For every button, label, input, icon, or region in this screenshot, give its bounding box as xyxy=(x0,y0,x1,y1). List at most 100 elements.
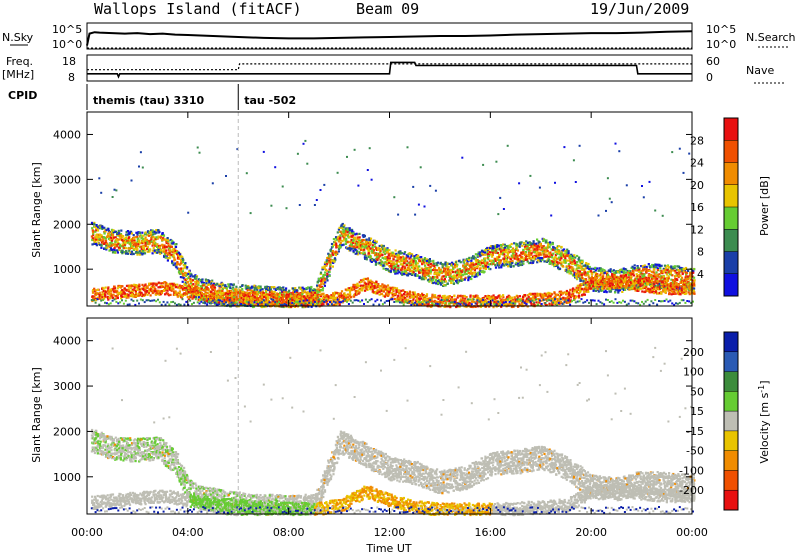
heatmap-cell xyxy=(192,283,195,286)
heatmap-cell xyxy=(472,255,475,258)
heatmap-cell xyxy=(124,236,128,239)
heatmap-cell xyxy=(190,273,193,276)
heatmap-cell xyxy=(357,289,360,292)
heatmap-cell xyxy=(195,282,198,286)
heatmap-cell xyxy=(228,294,231,297)
heatmap-cell xyxy=(421,294,425,297)
heatmap-cell xyxy=(490,259,493,262)
heatmap-cell xyxy=(461,273,464,276)
heatmap-cell xyxy=(238,303,241,306)
heatmap-cell xyxy=(463,302,466,305)
heatmap-cell xyxy=(291,301,294,304)
heatmap-cell xyxy=(470,303,473,306)
heatmap-cell xyxy=(97,239,100,242)
heatmap-cell xyxy=(266,299,269,302)
heatmap-cell xyxy=(279,291,282,294)
heatmap-cell xyxy=(397,294,400,297)
heatmap-cell xyxy=(153,241,156,244)
heatmap-cell xyxy=(138,165,140,168)
heatmap-cell xyxy=(119,286,122,289)
heatmap-cell xyxy=(99,227,102,230)
heatmap-cell xyxy=(371,284,374,288)
heatmap-cell xyxy=(137,245,140,248)
heatmap-cell xyxy=(256,288,259,291)
heatmap-cell xyxy=(285,293,288,296)
heatmap-cell xyxy=(165,289,168,292)
heatmap-cell xyxy=(145,290,149,293)
heatmap-cell xyxy=(480,303,483,306)
heatmap-cell xyxy=(465,262,468,265)
heatmap-cell xyxy=(179,276,182,279)
heatmap-cell xyxy=(100,241,104,244)
heatmap-cell xyxy=(239,294,242,297)
heatmap-cell xyxy=(194,298,197,301)
heatmap-cell xyxy=(107,233,110,236)
heatmap-cell xyxy=(437,297,440,301)
heatmap-cell xyxy=(126,293,129,296)
heatmap-cell xyxy=(274,288,278,291)
heatmap-cell xyxy=(121,249,124,252)
heatmap-cell xyxy=(427,263,430,267)
heatmap-cell xyxy=(160,237,163,240)
heatmap-cell xyxy=(210,298,213,301)
heatmap-cell xyxy=(231,291,234,294)
heatmap-cell xyxy=(229,283,232,286)
heatmap-cell xyxy=(203,293,206,296)
heatmap-cell xyxy=(98,236,102,239)
heatmap-cell xyxy=(176,261,179,264)
heatmap-cell xyxy=(484,267,487,270)
heatmap-cell xyxy=(151,229,154,232)
heatmap-cell xyxy=(184,265,187,268)
heatmap-cell xyxy=(377,257,380,260)
heatmap-cell xyxy=(92,289,95,292)
heatmap-cell xyxy=(269,287,272,291)
heatmap-cell xyxy=(452,282,455,285)
heatmap-cell xyxy=(91,237,95,240)
heatmap-cell xyxy=(369,237,373,240)
heatmap-cell xyxy=(120,234,123,237)
heatmap-cell xyxy=(133,247,136,250)
heatmap-cell xyxy=(244,294,247,297)
heatmap-cell xyxy=(111,233,114,236)
heatmap-cell xyxy=(102,287,105,290)
heatmap-cell xyxy=(226,303,229,306)
heatmap-cell xyxy=(108,235,111,238)
heatmap-cell xyxy=(151,249,154,252)
heatmap-cell xyxy=(356,250,359,253)
heatmap-cell xyxy=(107,298,110,301)
heatmap-cell xyxy=(125,231,128,234)
heatmap-cell xyxy=(104,294,107,297)
heatmap-cell xyxy=(196,146,199,149)
heatmap-cell xyxy=(474,259,477,262)
heatmap-cell xyxy=(381,260,384,264)
heatmap-cell xyxy=(118,232,121,235)
heatmap-cell xyxy=(155,231,158,234)
heatmap-cell xyxy=(135,284,138,287)
heatmap-cell xyxy=(123,291,126,294)
heatmap-cell xyxy=(151,291,154,295)
heatmap-cell xyxy=(195,296,198,299)
heatmap-cell xyxy=(114,297,117,300)
heatmap-cell xyxy=(401,268,404,271)
heatmap-cell xyxy=(133,283,136,286)
heatmap-cell xyxy=(150,286,153,289)
heatmap-cell xyxy=(211,288,214,291)
heatmap-cell xyxy=(256,290,259,293)
heatmap-cell xyxy=(114,236,117,239)
heatmap-cell xyxy=(158,230,161,234)
heatmap-cell xyxy=(213,286,216,289)
heatmap-cell xyxy=(126,303,129,306)
heatmap-cell xyxy=(228,297,231,300)
heatmap-cell xyxy=(256,294,259,298)
heatmap-cell xyxy=(114,240,117,243)
heatmap-cell xyxy=(240,303,243,305)
heatmap-cell xyxy=(391,298,394,301)
heatmap-cell xyxy=(368,299,371,302)
heatmap-cell xyxy=(176,293,179,296)
heatmap-cell xyxy=(285,207,288,210)
heatmap-cell xyxy=(335,242,338,245)
heatmap-cell xyxy=(412,295,415,298)
heatmap-cell xyxy=(171,240,174,243)
heatmap-cell xyxy=(157,229,160,232)
heatmap-cell xyxy=(248,293,252,296)
